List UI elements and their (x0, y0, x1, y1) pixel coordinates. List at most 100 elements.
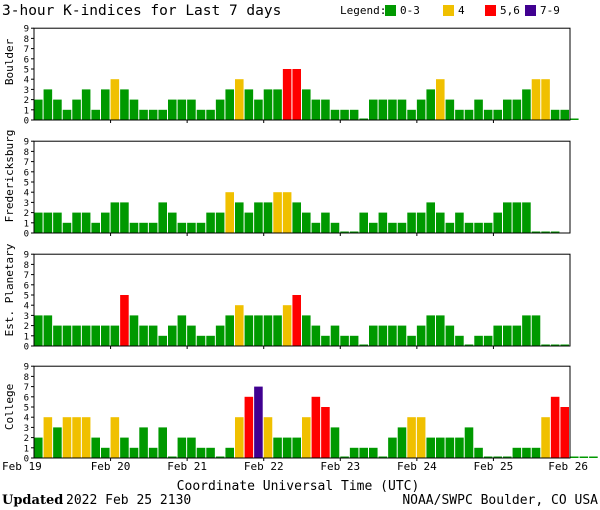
y-tick-label: 7 (24, 383, 29, 393)
k-index-bar (282, 192, 292, 233)
k-index-bar (311, 325, 321, 346)
k-index-bar (215, 99, 225, 120)
y-tick-label: 4 (24, 414, 29, 424)
k-index-bar (522, 89, 531, 120)
k-index-bar (311, 222, 321, 233)
k-index-bar (493, 325, 502, 346)
k-index-bar (330, 427, 340, 458)
y-tick-label: 3 (24, 86, 29, 96)
k-index-bar (292, 69, 301, 120)
k-index-bar (541, 344, 550, 346)
k-index-bar (388, 325, 397, 346)
k-index-bar (311, 99, 321, 120)
k-index-bar (349, 109, 359, 120)
k-index-bar (416, 417, 426, 458)
k-index-bar (531, 447, 541, 458)
k-index-bar (330, 325, 340, 346)
k-index-bar (330, 222, 340, 233)
k-index-bar (570, 118, 579, 120)
y-tick-label: 5 (24, 404, 29, 414)
k-index-bar (148, 325, 158, 346)
k-index-bar (512, 447, 522, 458)
k-index-bar (474, 222, 483, 233)
k-index-bar (522, 202, 531, 233)
y-tick-label: 8 (24, 373, 29, 383)
k-index-bar (206, 447, 215, 458)
k-index-bar (550, 109, 560, 120)
k-index-bar (91, 222, 100, 233)
k-index-bar (81, 417, 91, 458)
legend-swatch (443, 5, 454, 16)
k-index-bar (369, 222, 378, 233)
k-index-bar (225, 89, 234, 120)
k-index-bar (62, 417, 72, 458)
k-index-bar (158, 109, 167, 120)
k-index-bar (110, 79, 120, 120)
k-index-bar (359, 447, 368, 458)
y-tick-label: 5 (24, 292, 29, 302)
k-index-bar (503, 325, 512, 346)
k-index-bar (349, 447, 359, 458)
k-index-bar (436, 437, 445, 458)
k-index-bar (455, 212, 464, 233)
k-index-bar (426, 202, 435, 233)
y-tick-label: 2 (24, 96, 29, 106)
k-index-bar (43, 89, 53, 120)
date-label: Feb 25 (474, 460, 514, 473)
k-index-bar (101, 212, 110, 233)
y-tick-label: 9 (24, 363, 29, 373)
date-label: Feb 22 (244, 460, 284, 473)
k-index-bar (139, 222, 148, 233)
k-index-bar (321, 99, 330, 120)
k-index-bar (110, 202, 120, 233)
k-index-bar (282, 305, 292, 346)
k-index-bar (292, 202, 301, 233)
k-index-bar (436, 315, 445, 346)
k-index-bar (273, 315, 282, 346)
station-label: Boulder (3, 38, 16, 85)
y-tick-label: 4 (24, 189, 29, 199)
k-index-bar (139, 325, 148, 346)
k-index-bar (445, 222, 455, 233)
k-index-bar (349, 335, 359, 346)
y-tick-label: 2 (24, 434, 29, 444)
y-tick-label: 7 (24, 158, 29, 168)
k-index-bar (168, 99, 177, 120)
k-index-bar (388, 437, 397, 458)
k-index-bar (570, 456, 579, 458)
date-axis: Feb 19 Feb 20 Feb 21 Feb 22 Feb 23 Feb 24 Feb … (2, 460, 588, 473)
k-index-bar (378, 456, 388, 458)
k-index-bar (436, 212, 445, 233)
k-index-bar (436, 79, 445, 120)
k-index-bar (311, 396, 321, 458)
y-tick-label: 6 (24, 393, 29, 403)
date-label: Feb 23 (320, 460, 360, 473)
k-index-bar (349, 231, 359, 233)
k-index-bar (550, 344, 560, 346)
k-index-bar (541, 79, 550, 120)
k-index-bar (196, 335, 206, 346)
legend-swatch (525, 5, 536, 16)
k-index-bar (168, 456, 177, 458)
k-index-bar (148, 222, 158, 233)
y-tick-label: 6 (24, 168, 29, 178)
k-index-bar (158, 427, 167, 458)
updated-timestamp: 2022 Feb 25 2130 (66, 493, 191, 508)
k-index-bar (407, 417, 416, 458)
y-tick-label: 6 (24, 55, 29, 65)
k-index-bar (302, 89, 311, 120)
panel-frame (33, 365, 571, 459)
k-index-bar (168, 325, 177, 346)
k-index-bar (225, 315, 234, 346)
y-tick-label: 9 (24, 138, 29, 148)
k-index-bar (464, 427, 474, 458)
k-index-bar (397, 222, 407, 233)
k-index-bar (101, 89, 110, 120)
k-index-bar (235, 79, 244, 120)
k-index-bar (426, 89, 435, 120)
k-index-bar (177, 437, 187, 458)
k-index-bar (158, 335, 167, 346)
k-index-bar (340, 231, 349, 233)
k-index-bar (215, 212, 225, 233)
k-index-bar (579, 456, 589, 458)
